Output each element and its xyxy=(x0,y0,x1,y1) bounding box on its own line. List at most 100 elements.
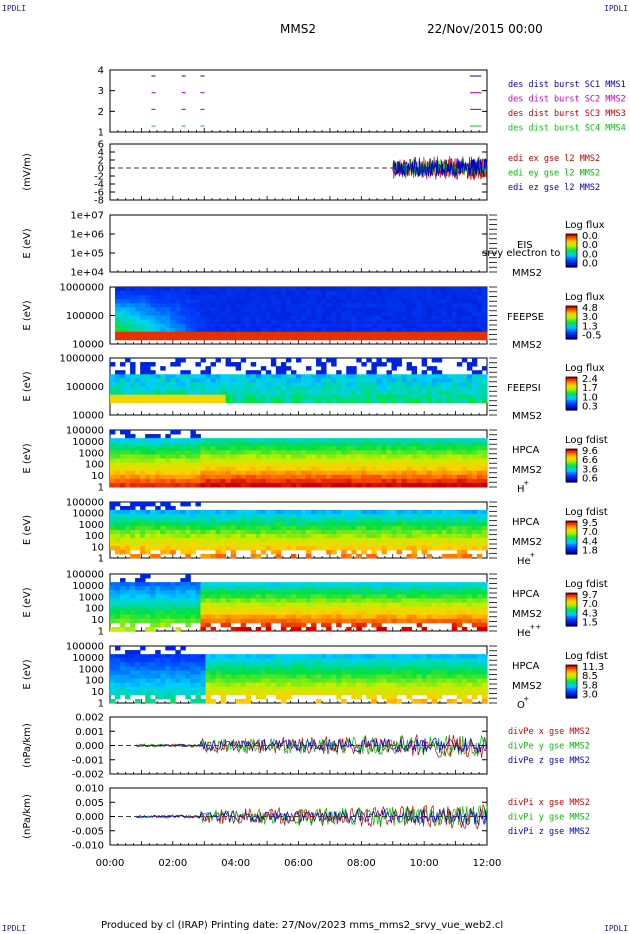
panel-hpca_hepp-cell xyxy=(115,626,121,632)
panel-hpca_h-cell xyxy=(290,482,297,488)
panel-hpca_hepp-cell xyxy=(230,598,237,603)
panel-hpca_hepp-cell xyxy=(416,622,423,628)
panel-feepsi-cell xyxy=(215,378,221,383)
panel-hpca_he-cell xyxy=(446,538,453,543)
panel-feepse-cell xyxy=(235,323,242,329)
panel-hpca_he-cell xyxy=(311,522,317,527)
panel-hpca_hepp-cell xyxy=(255,598,262,603)
panel-feepse-cell xyxy=(441,303,448,308)
panel-hpca_h-cell xyxy=(321,462,327,468)
panel-hpca_he-cell xyxy=(476,538,483,543)
panel-eis-ytick-label: 1e+07 xyxy=(70,211,104,222)
panel-hpca_he-cell xyxy=(361,534,367,539)
panel-hpca_h-cell xyxy=(200,450,206,455)
panel-feepse-cell xyxy=(391,311,397,316)
panel-feepsi-cell xyxy=(336,394,342,400)
panel-feepse-cell xyxy=(260,291,267,296)
panel-hpca_he-colorbar-step xyxy=(566,539,577,543)
panel-hpca_hepp-cell xyxy=(175,606,181,612)
panel-hpca_he-cell xyxy=(155,546,161,551)
panel-dist-legend-entry: des dist burst SC2 MMS2 xyxy=(508,95,626,105)
panel-feepse-cell xyxy=(135,323,141,329)
panel-hpca_he-cell xyxy=(401,522,407,527)
panel-hpca_hepp-cell xyxy=(366,590,372,595)
panel-hpca_he-cell xyxy=(230,546,237,551)
panel-feepse-cell xyxy=(406,307,412,312)
panel-hpca_hepp-cell xyxy=(130,602,136,607)
panel-hpca_he-cell xyxy=(215,546,221,551)
panel-feepse-cell xyxy=(275,303,282,308)
panel-hpca_he-cell xyxy=(175,530,181,535)
panel-hpca_he-cell xyxy=(235,522,242,527)
panel-feepse-cell xyxy=(426,295,433,300)
panel-hpca_hepp-cell xyxy=(115,598,121,603)
panel-feepse-cell xyxy=(150,295,156,300)
panel-hpca_he-cell xyxy=(341,530,347,535)
panel-feepse-cell xyxy=(396,295,402,300)
panel-hpca_he-cell xyxy=(160,502,166,507)
panel-hpca_h-cell xyxy=(175,446,181,451)
panel-hpca_h-cell xyxy=(195,458,201,463)
panel-hpca_he-cell xyxy=(280,530,287,535)
panel-feepse-cell xyxy=(426,307,433,312)
panel-hpca_hepp-cell xyxy=(245,582,252,587)
panel-feepse-cell xyxy=(225,295,232,300)
panel-hpca_h-cell xyxy=(240,438,247,443)
panel-hpca_hepp-cell xyxy=(120,610,126,616)
panel-feepse-cell xyxy=(150,315,156,320)
panel-hpca_h-cell xyxy=(120,458,126,463)
panel-hpca_h-cell xyxy=(406,442,412,447)
panel-hpca_h-cell xyxy=(471,466,478,472)
panel-hpca_he-cell xyxy=(336,514,342,519)
panel-feepsi-cell xyxy=(260,374,267,379)
panel-feepse-cell xyxy=(165,307,171,312)
panel-hpca_he-cell xyxy=(391,530,397,535)
panel-feepse-cell xyxy=(205,299,211,304)
panel-hpca_h-cell xyxy=(240,454,247,459)
panel-hpca_he-cell xyxy=(270,510,277,515)
panel-feepsi-cell xyxy=(401,386,407,391)
panel-feepse-cell xyxy=(290,331,297,337)
panel-hpca_h-cell xyxy=(165,438,171,443)
panel-feepse-cell xyxy=(140,299,146,304)
panel-feepse-cell xyxy=(441,331,448,337)
panel-feepse-cell xyxy=(270,291,277,296)
panel-hpca_he-cell xyxy=(361,510,367,515)
panel-feepse-cell xyxy=(476,315,483,320)
panel-hpca_h-cell xyxy=(265,482,272,488)
panel-feepsi-cell xyxy=(431,366,438,371)
panel-hpca_hepp-cell xyxy=(140,586,146,591)
panel-hpca_he-cell xyxy=(135,554,141,559)
panel-feepse-cell xyxy=(220,303,227,308)
panel-hpca_he-cell xyxy=(245,514,252,519)
panel-feepse-cell xyxy=(295,311,302,316)
panel-hpca_hepp-cell xyxy=(421,618,428,624)
panel-feepse-cell xyxy=(285,291,292,296)
panel-hpca_h-cell xyxy=(175,450,181,455)
panel-feepse-cell xyxy=(301,315,307,320)
panel-hpca_hepp-cell xyxy=(351,598,357,603)
panel-hpca_he-cell xyxy=(341,522,347,527)
panel-hpca_hepp-cell xyxy=(150,586,156,591)
panel-hpca_h-cell xyxy=(270,458,277,463)
panel-hpca_h-cell xyxy=(381,438,387,443)
panel-feepse-cell xyxy=(376,315,382,320)
panel-feepse-cell xyxy=(255,319,262,325)
panel-feepse-cell xyxy=(170,287,176,292)
panel-feepsi-cell xyxy=(421,362,428,367)
panel-feepse-cell xyxy=(295,295,302,300)
panel-hpca_hepp-cell xyxy=(316,602,322,607)
panel-feepse-cell xyxy=(285,327,292,333)
panel-hpca_he-cell xyxy=(396,542,402,547)
panel-hpca_he-cell xyxy=(135,502,141,507)
panel-feepse-cell xyxy=(225,331,232,337)
panel-feepse-cell xyxy=(456,327,463,333)
panel-hpca_h-cell xyxy=(255,442,262,447)
panel-hpca_hepp-cell xyxy=(210,614,216,620)
panel-feepse-cell xyxy=(260,307,267,312)
panel-hpca_hepp-colorbar-step xyxy=(566,603,577,606)
panel-hpca_h-colorbar-step xyxy=(566,451,577,454)
panel-feepse-cell xyxy=(341,287,347,292)
panel-hpca_h-cell xyxy=(245,446,252,451)
panel-hpca_h-cell xyxy=(275,482,282,488)
